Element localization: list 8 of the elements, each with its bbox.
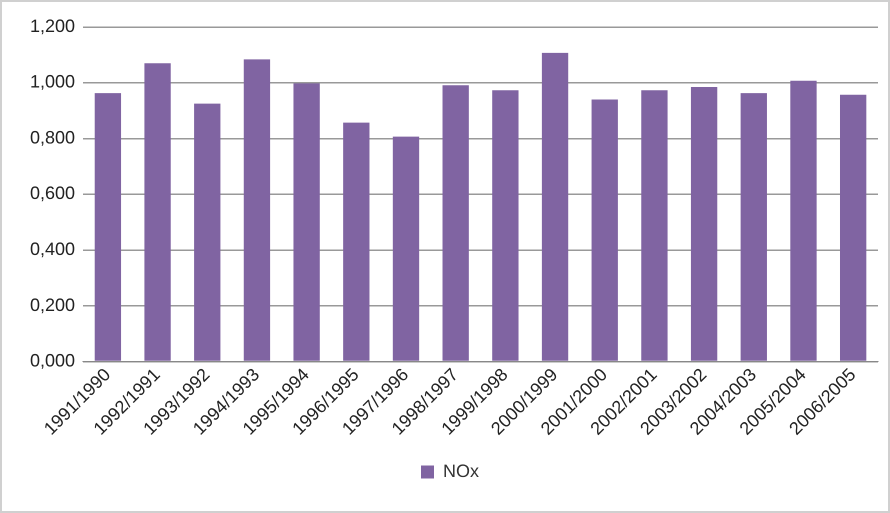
y-tick-label: 0,600 [30,183,76,204]
y-tick-label: 0,400 [30,239,76,260]
y-tick-label: 0,800 [30,127,76,148]
legend-label: NOx [443,460,479,481]
y-tick-label: 1,000 [30,72,76,92]
y-tick-label: 0,200 [30,294,76,315]
y-tick-label: 1,200 [30,16,76,36]
y-tick-label: 0,000 [30,350,76,371]
